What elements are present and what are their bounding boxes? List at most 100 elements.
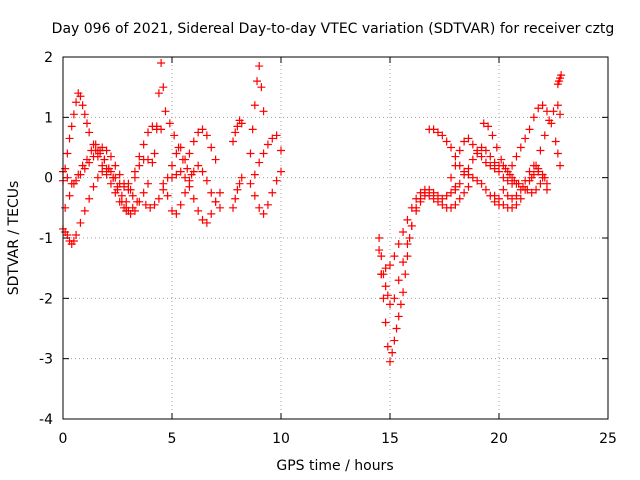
data-point [464, 134, 473, 143]
data-point [135, 161, 144, 170]
chart-title: Day 096 of 2021, Sidereal Day-to-day VTE… [52, 21, 615, 37]
data-point [76, 92, 85, 101]
data-point [538, 173, 547, 182]
data-point [399, 227, 408, 236]
data-point [394, 240, 403, 249]
data-point [100, 155, 109, 164]
data-point [399, 258, 408, 267]
data-point [207, 188, 216, 197]
data-point [447, 173, 456, 182]
data-point [383, 291, 392, 300]
data-point [253, 77, 262, 86]
data-point [93, 173, 102, 182]
data-point [98, 167, 107, 176]
data-point [150, 149, 159, 158]
data-point [104, 164, 113, 173]
data-point [176, 143, 185, 152]
data-point [553, 149, 562, 158]
data-point [181, 155, 190, 164]
data-point [508, 161, 517, 170]
data-point [473, 149, 482, 158]
data-point [473, 176, 482, 185]
data-point [401, 270, 410, 279]
data-point [96, 149, 105, 158]
data-point [189, 167, 198, 176]
x-tick-label: 15 [381, 431, 399, 447]
data-point [250, 101, 259, 110]
data-point [139, 188, 148, 197]
data-point [152, 125, 161, 134]
data-point [198, 167, 207, 176]
data-point [148, 158, 157, 167]
data-point [189, 194, 198, 203]
data-point [231, 194, 240, 203]
data-point [76, 218, 85, 227]
data-point [438, 131, 447, 140]
series-sat-e [91, 146, 153, 218]
data-point [61, 203, 70, 212]
data-point [255, 62, 264, 71]
data-point [69, 237, 78, 246]
data-point [189, 137, 198, 146]
data-point [170, 131, 179, 140]
data-point [126, 209, 135, 218]
data-point [144, 128, 153, 137]
data-point [246, 149, 255, 158]
series-sat-ac [553, 71, 566, 89]
series-sat-j [168, 167, 224, 227]
data-point [150, 200, 159, 209]
data-point [516, 194, 525, 203]
data-point [403, 215, 412, 224]
y-tick-label: -3 [39, 352, 53, 368]
data-point [91, 146, 100, 155]
data-point [477, 143, 486, 152]
data-point [272, 131, 281, 140]
data-point [486, 161, 495, 170]
series-sat-f [122, 122, 166, 212]
series-sat-p [250, 131, 285, 179]
data-point [481, 146, 490, 155]
data-point [542, 185, 551, 194]
y-axis-label: SDTVAR / TECUs [6, 181, 22, 296]
data-point [388, 348, 397, 357]
data-point [183, 164, 192, 173]
data-point [460, 188, 469, 197]
data-point [63, 149, 72, 158]
data-point [433, 197, 442, 206]
data-point [113, 185, 122, 194]
data-point [126, 185, 135, 194]
series-sat-l [229, 116, 246, 146]
data-point [510, 176, 519, 185]
data-point [407, 221, 416, 230]
data-point [163, 191, 172, 200]
data-point [194, 161, 203, 170]
data-point [63, 230, 72, 239]
y-tick-label: -4 [39, 412, 53, 428]
data-point [425, 191, 434, 200]
data-point [122, 203, 131, 212]
data-point [390, 252, 399, 261]
data-point [246, 179, 255, 188]
data-point [447, 143, 456, 152]
series-sat-h [141, 143, 185, 212]
data-point [198, 125, 207, 134]
data-point [135, 152, 144, 161]
data-point [259, 107, 268, 116]
data-point [508, 194, 517, 203]
data-point [468, 155, 477, 164]
data-point [451, 200, 460, 209]
data-point [157, 59, 166, 68]
data-point [499, 185, 508, 194]
data-point [233, 185, 242, 194]
data-point [259, 149, 268, 158]
data-point [277, 146, 285, 155]
data-point [176, 200, 185, 209]
data-point [540, 131, 549, 140]
data-point [386, 261, 394, 270]
series-sat-s [377, 182, 460, 279]
data-point [527, 188, 536, 197]
data-point [250, 170, 259, 179]
data-point [168, 173, 176, 182]
data-point [272, 176, 281, 185]
data-point [403, 252, 412, 261]
